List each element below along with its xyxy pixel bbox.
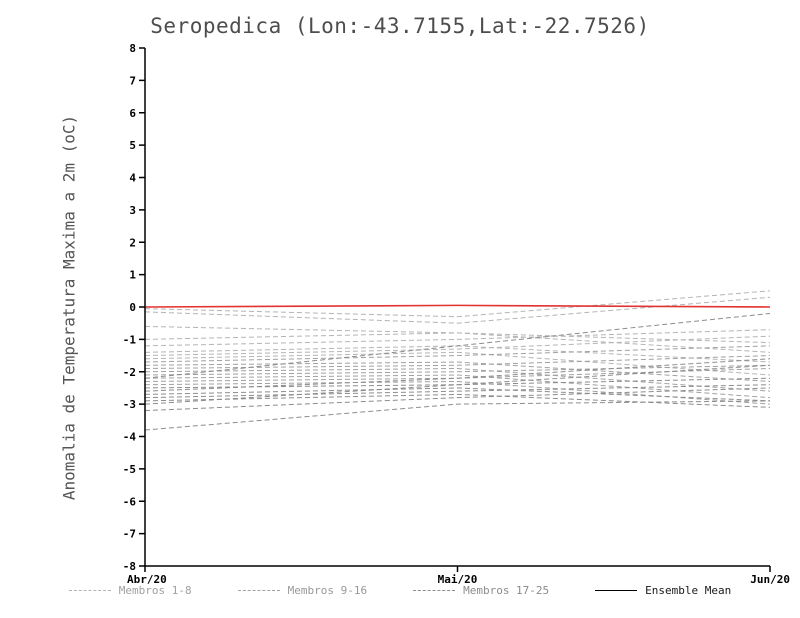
legend-label: Membros 9-16: [287, 584, 368, 597]
chart-title: Seropedica (Lon:-43.7155,Lat:-22.7526): [150, 14, 650, 38]
y-tick-label: -4: [123, 431, 137, 444]
member-line: [144, 361, 771, 382]
legend: Membros 1-8 Membros 9-16 Membros 17-25 Ense…: [0, 584, 800, 597]
legend-line-sample: [595, 590, 638, 591]
member-line: [144, 329, 771, 347]
y-tick-label: -1: [123, 333, 137, 346]
y-tick-label: 0: [129, 301, 136, 314]
member-line: [144, 364, 771, 376]
y-tick-label: -8: [123, 560, 136, 573]
y-tick-label: -7: [123, 528, 136, 541]
member-line: [144, 335, 771, 357]
member-line: [144, 312, 771, 379]
x-tick-label: Mai/20: [438, 573, 478, 586]
y-tick-label: 5: [129, 139, 136, 152]
y-tick-label: 1: [129, 269, 136, 282]
legend-label: Membros 17-25: [463, 584, 550, 597]
member-line: [144, 387, 771, 402]
y-tick-label: -5: [123, 463, 136, 476]
member-line: [144, 358, 771, 392]
member-line: [144, 374, 771, 399]
legend-item: Membros 17-25: [413, 584, 549, 597]
ensemble-mean-line: [144, 304, 771, 308]
member-line: [144, 345, 771, 363]
member-line: [144, 387, 771, 412]
legend-line-sample: [68, 590, 111, 591]
y-tick-label: 2: [129, 236, 136, 249]
legend-line-sample: [237, 590, 280, 591]
member-line: [144, 332, 771, 353]
y-tick-label: 6: [129, 107, 136, 120]
member-line: [144, 296, 771, 324]
y-tick-label: 3: [129, 204, 136, 217]
legend-label: Ensemble Mean: [645, 584, 732, 597]
y-tick-label: -2: [123, 366, 136, 379]
y-tick-label: 8: [129, 42, 136, 55]
member-line: [144, 393, 771, 408]
x-tick-label: Abr/20: [127, 573, 167, 586]
y-tick-label: -6: [123, 495, 137, 508]
legend-line-sample: [413, 590, 456, 591]
x-tick-label: Jun/20: [750, 573, 790, 586]
member-line: [144, 368, 771, 392]
y-tick-label: 4: [129, 172, 136, 185]
member-line: [144, 400, 771, 431]
legend-item: Ensemble Mean: [595, 584, 731, 597]
legend-label: Membros 1-8: [118, 584, 192, 597]
member-line: [144, 364, 771, 405]
legend-item: Membros 1-8: [68, 584, 192, 597]
member-line: [144, 384, 771, 399]
y-tick-label: 7: [129, 74, 136, 87]
y-tick-label: -3: [123, 398, 136, 411]
legend-item: Membros 9-16: [237, 584, 368, 597]
member-line: [144, 290, 771, 318]
